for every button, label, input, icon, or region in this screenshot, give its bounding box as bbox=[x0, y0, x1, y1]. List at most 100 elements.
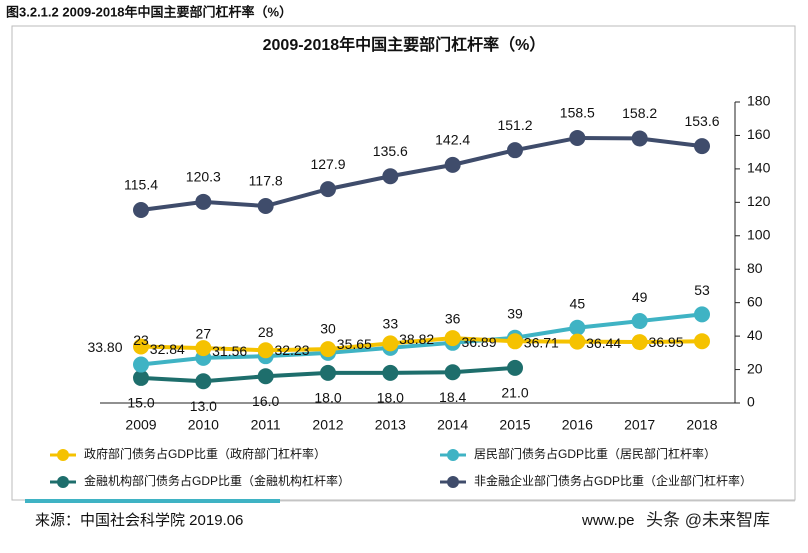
data-point bbox=[320, 341, 336, 358]
data-point bbox=[195, 340, 212, 357]
data-point bbox=[569, 319, 586, 336]
data-label: 33 bbox=[383, 316, 399, 332]
x-tick-label: 2015 bbox=[499, 417, 530, 433]
data-label: 153.6 bbox=[684, 113, 719, 129]
data-point bbox=[257, 198, 274, 215]
data-point bbox=[694, 306, 710, 323]
legend-label: 政府部门债务占GDP比重（政府部门杠杆率） bbox=[84, 446, 326, 461]
data-point bbox=[382, 168, 399, 185]
data-point bbox=[133, 369, 149, 386]
y-tick-label: 140 bbox=[747, 160, 771, 176]
data-label: 39 bbox=[507, 305, 523, 321]
data-point bbox=[257, 368, 274, 385]
x-tick-label: 2011 bbox=[251, 417, 281, 433]
site: www.pe bbox=[581, 512, 635, 529]
series-line bbox=[140, 135, 703, 213]
watermark: 头条 @未来智库 bbox=[646, 510, 770, 529]
data-point bbox=[631, 313, 648, 330]
data-label: 18.0 bbox=[314, 390, 341, 406]
data-label: 158.2 bbox=[622, 105, 657, 121]
data-point bbox=[507, 359, 523, 376]
x-tick-label: 2014 bbox=[437, 417, 468, 433]
data-label: 33.80 bbox=[87, 339, 122, 355]
chart-title: 2009-2018年中国主要部门杠杆率（%） bbox=[263, 35, 546, 54]
data-point bbox=[507, 333, 523, 350]
data-label: 28 bbox=[258, 324, 274, 340]
x-tick-label: 2009 bbox=[125, 417, 156, 433]
data-point bbox=[444, 330, 461, 347]
data-label: 13.0 bbox=[190, 398, 217, 414]
data-point bbox=[133, 202, 149, 219]
x-tick-label: 2016 bbox=[562, 417, 593, 433]
data-label: 38.82 bbox=[399, 331, 434, 347]
data-label: 32.23 bbox=[274, 342, 309, 358]
legend-label: 金融机构部门债务占GDP比重（金融机构杠杆率） bbox=[84, 473, 350, 488]
legend-marker bbox=[57, 476, 69, 488]
chart-frame bbox=[11, 25, 796, 501]
data-label: 21.0 bbox=[501, 385, 528, 401]
y-tick-label: 120 bbox=[747, 193, 771, 209]
data-label: 18.4 bbox=[439, 389, 466, 405]
data-point bbox=[569, 129, 586, 146]
data-point bbox=[195, 193, 212, 210]
data-label: 120.3 bbox=[186, 169, 221, 185]
series-line bbox=[140, 312, 703, 367]
y-tick-label: 160 bbox=[747, 126, 771, 142]
data-label: 45 bbox=[570, 295, 586, 311]
y-tick-label: 20 bbox=[747, 360, 763, 376]
data-point bbox=[694, 138, 710, 155]
series-line bbox=[140, 336, 703, 353]
data-label: 36.95 bbox=[648, 334, 683, 350]
data-label: 32.84 bbox=[150, 341, 185, 357]
caption: 图3.2.1.2 2009-2018年中国主要部门杠杆率（%） bbox=[6, 4, 292, 19]
data-label: 23 bbox=[133, 332, 149, 348]
data-label: 135.6 bbox=[373, 143, 408, 159]
data-label: 30 bbox=[320, 321, 336, 337]
data-label: 53 bbox=[694, 282, 710, 298]
data-label: 158.5 bbox=[560, 105, 595, 121]
data-label: 27 bbox=[196, 326, 212, 342]
data-point bbox=[694, 333, 710, 350]
data-label: 18.0 bbox=[377, 390, 404, 406]
data-label: 117.8 bbox=[249, 173, 283, 189]
data-point bbox=[631, 130, 648, 147]
legend-marker bbox=[447, 476, 459, 488]
data-point bbox=[195, 373, 212, 390]
data-point bbox=[444, 156, 461, 173]
x-tick-label: 2013 bbox=[375, 417, 406, 433]
y-tick-label: 0 bbox=[747, 394, 755, 410]
data-label: 35.65 bbox=[337, 336, 372, 352]
data-label: 49 bbox=[632, 289, 648, 305]
x-tick-label: 2017 bbox=[624, 417, 655, 433]
data-point bbox=[444, 364, 461, 381]
data-label: 36.71 bbox=[524, 334, 559, 350]
legend-label: 非金融企业部门债务占GDP比重（企业部门杠杆率） bbox=[474, 473, 752, 488]
y-tick-label: 60 bbox=[747, 293, 763, 309]
data-point bbox=[320, 181, 336, 198]
legend-label: 居民部门债务占GDP比重（居民部门杠杆率） bbox=[474, 446, 716, 461]
y-tick-label: 80 bbox=[747, 260, 763, 276]
x-tick-label: 2018 bbox=[686, 417, 717, 433]
data-point bbox=[133, 338, 149, 355]
y-tick-label: 100 bbox=[747, 226, 771, 242]
data-point bbox=[507, 142, 523, 159]
legend-marker bbox=[447, 449, 459, 461]
data-label: 142.4 bbox=[435, 132, 470, 148]
data-label: 31.56 bbox=[212, 343, 247, 359]
data-label: 115.4 bbox=[124, 177, 158, 193]
data-label: 16.0 bbox=[252, 393, 279, 409]
data-label: 36.89 bbox=[461, 334, 496, 350]
source: 来源：中国社会科学院 2019.06 bbox=[35, 511, 243, 529]
data-point bbox=[631, 334, 648, 351]
data-label: 15.0 bbox=[127, 395, 154, 411]
data-point bbox=[382, 335, 399, 352]
legend-marker bbox=[57, 449, 69, 461]
y-tick-label: 40 bbox=[747, 327, 763, 343]
data-point bbox=[382, 364, 399, 381]
data-label: 151.2 bbox=[497, 117, 532, 133]
data-label: 36.44 bbox=[586, 335, 621, 351]
data-label: 36 bbox=[445, 311, 461, 327]
x-tick-label: 2012 bbox=[312, 417, 343, 433]
